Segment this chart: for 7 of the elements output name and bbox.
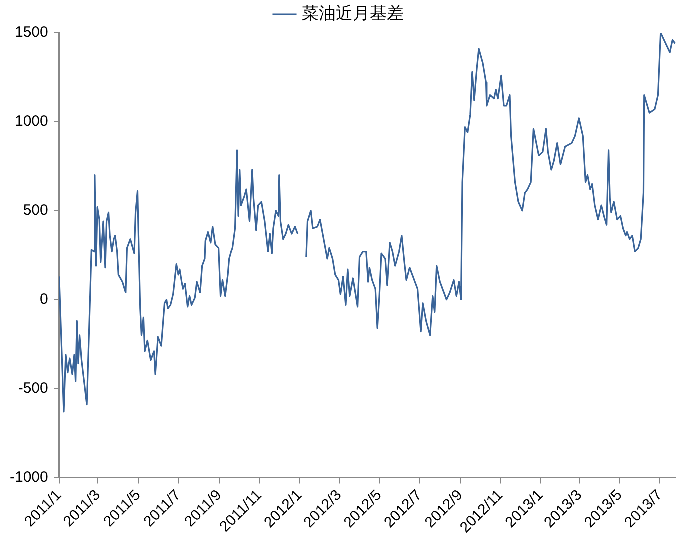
y-tick-label: -1000	[10, 468, 48, 486]
y-tick-label: 0	[40, 290, 48, 308]
y-tick-label: 1000	[14, 113, 48, 130]
y-tick-label: 500	[23, 202, 48, 220]
y-tick-label: -500	[18, 380, 48, 397]
y-tick-label: 1500	[14, 24, 48, 42]
legend-label: 菜油近月基差	[302, 4, 404, 24]
